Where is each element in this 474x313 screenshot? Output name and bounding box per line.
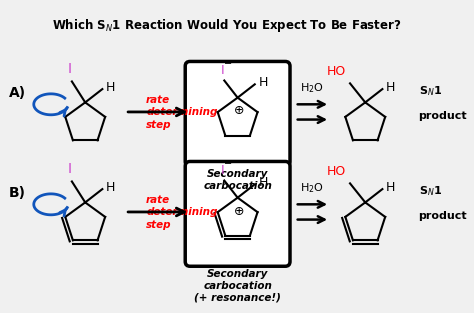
Text: I: I [68,62,72,76]
Text: H: H [386,181,396,194]
Text: H: H [386,81,396,94]
Text: H$_2$O: H$_2$O [300,81,324,95]
Text: B): B) [9,186,26,200]
Text: ⊕: ⊕ [234,204,245,218]
Text: Secondary
carbocation: Secondary carbocation [203,169,272,191]
Text: rate
determining
step: rate determining step [146,95,218,130]
Text: I: I [220,64,224,77]
Text: HO: HO [327,165,346,178]
Text: I: I [220,164,224,177]
FancyBboxPatch shape [185,162,290,266]
Text: −: − [224,159,232,169]
Text: rate
determining
step: rate determining step [146,195,218,230]
Text: H: H [259,176,268,189]
Text: S$_{N}$1

product: S$_{N}$1 product [419,184,467,221]
Text: H: H [106,181,116,194]
Text: H$_2$O: H$_2$O [300,181,324,195]
Text: ⊕: ⊕ [234,105,245,117]
Text: S$_{N}$1

product: S$_{N}$1 product [419,84,467,121]
Text: H: H [259,76,268,89]
Text: H: H [106,81,116,94]
Text: A): A) [9,86,26,100]
Text: Secondary
carbocation
(+ resonance!): Secondary carbocation (+ resonance!) [194,269,281,302]
Text: HO: HO [327,65,346,78]
FancyBboxPatch shape [185,61,290,166]
Text: −: − [224,59,232,69]
Text: I: I [68,162,72,176]
Text: Which S$_{N}$1 Reaction Would You Expect To Be Faster?: Which S$_{N}$1 Reaction Would You Expect… [53,17,402,34]
